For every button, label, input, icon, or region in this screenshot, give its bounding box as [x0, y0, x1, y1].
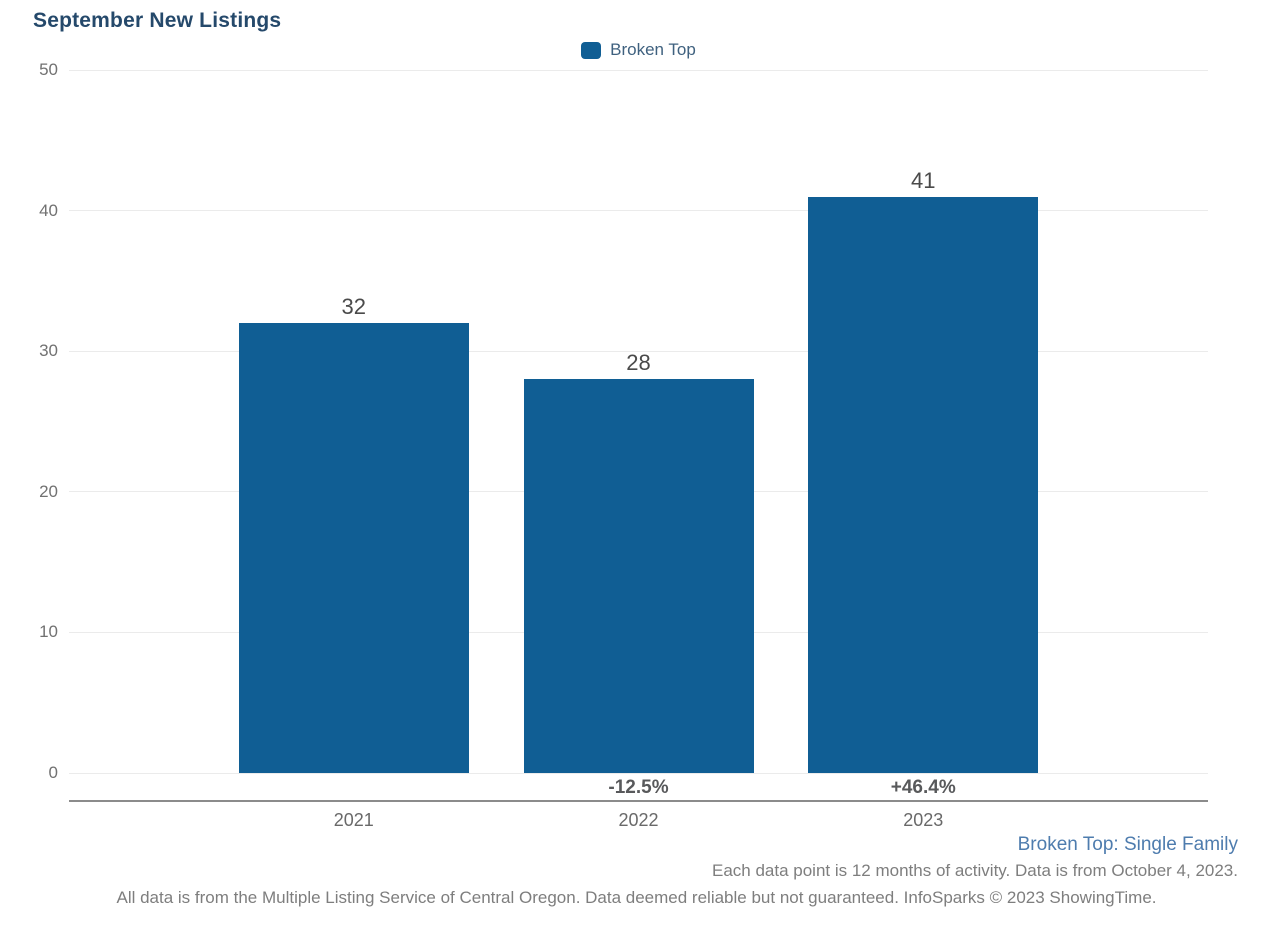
y-axis-tick-label: 30	[39, 341, 58, 361]
bar-2022[interactable]	[523, 379, 754, 773]
plot-area: 32 28 41	[69, 69, 1208, 774]
legend-label: Broken Top	[610, 40, 696, 59]
y-axis-tick-label: 20	[39, 481, 58, 501]
gridline-y-30	[69, 350, 1208, 352]
legend-item-broken-top[interactable]: Broken Top	[581, 40, 696, 60]
x-axis-label: 2021	[333, 810, 374, 830]
gridline-y-50	[69, 69, 1208, 71]
y-axis-tick-label: 0	[48, 763, 58, 782]
x-axis-label: 2023	[903, 810, 944, 830]
y-axis-tick-label: 40	[39, 200, 58, 220]
x-axis-label: 2022	[618, 810, 659, 830]
y-axis-tick-label: 10	[39, 622, 58, 642]
y-axis-tick-label: 50	[39, 60, 58, 79]
gridline-y-0	[69, 772, 1208, 774]
pct-change-label: -12.5%	[608, 777, 669, 798]
legend: Broken Top	[69, 40, 1208, 60]
footer-activity-note: Each data point is 12 months of activity…	[711, 861, 1238, 880]
bar-value-label: 41	[911, 167, 936, 193]
bar-value-label: 32	[341, 294, 366, 320]
footer-series-note: Broken Top: Single Family	[1017, 834, 1238, 855]
legend-swatch-icon	[581, 41, 602, 59]
bar-2023[interactable]	[808, 196, 1039, 773]
bar-value-label: 28	[626, 350, 651, 376]
chart-title: September New Listings	[33, 9, 282, 32]
pct-change-label: +46.4%	[890, 777, 956, 798]
gridline-y-40	[69, 210, 1208, 212]
footer-disclaimer: All data is from the Multiple Listing Se…	[116, 888, 1157, 907]
x-axis-line	[69, 800, 1208, 802]
bar-2021[interactable]	[238, 323, 469, 773]
